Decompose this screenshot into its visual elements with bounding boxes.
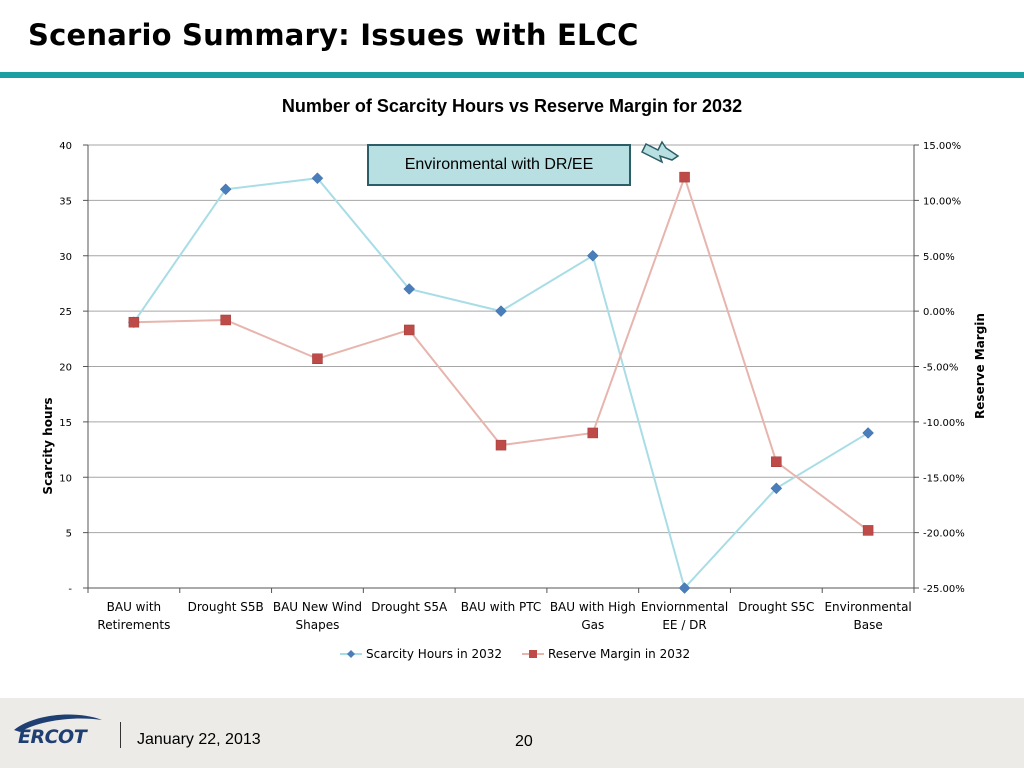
scarcity-point bbox=[586, 249, 599, 262]
reserve-margin-point bbox=[771, 456, 782, 467]
y-tick-label: 25 bbox=[59, 307, 72, 318]
category-label: BAU New Wind bbox=[273, 600, 362, 614]
category-label: Gas bbox=[581, 618, 604, 632]
y2-tick-label: 5.00% bbox=[923, 252, 955, 263]
y2-tick-label: 10.00% bbox=[923, 196, 961, 207]
chart-title: Number of Scarcity Hours vs Reserve Marg… bbox=[282, 96, 742, 116]
y2-tick-label: 0.00% bbox=[923, 307, 955, 318]
reserve-margin-point bbox=[312, 353, 323, 364]
category-label: Retirements bbox=[97, 618, 170, 632]
y2-tick-label: -20.00% bbox=[923, 529, 965, 540]
y2-tick-label: -10.00% bbox=[923, 418, 965, 429]
reserve-margin-point bbox=[679, 171, 690, 183]
callout-box: Environmental with DR/EE bbox=[367, 144, 631, 186]
scarcity-point bbox=[770, 482, 783, 495]
series-lines bbox=[133, 174, 869, 591]
left-axis-ticks: 40 35 30 25 20 15 10 5 - bbox=[59, 141, 72, 595]
y-tick-label: 35 bbox=[59, 196, 72, 207]
reserve-margin-point bbox=[403, 324, 415, 336]
footer bbox=[0, 698, 1024, 768]
title-rule bbox=[0, 72, 1024, 78]
y-tick-label: - bbox=[68, 584, 72, 595]
category-label: BAU with PTC bbox=[461, 600, 542, 614]
reserve-margin-point bbox=[220, 314, 231, 326]
category-labels: BAU with Retirements Drought S5B BAU New Wi… bbox=[97, 600, 911, 632]
y-tick-label: 15 bbox=[59, 418, 72, 429]
category-label: Drought S5A bbox=[371, 600, 448, 614]
category-label: Environmental bbox=[824, 600, 911, 614]
scarcity-point bbox=[219, 183, 232, 196]
callout-arrow-icon bbox=[640, 140, 680, 164]
y2-tick-label: -5.00% bbox=[923, 363, 958, 374]
category-label: Drought S5B bbox=[188, 600, 264, 614]
y-tick-label: 10 bbox=[59, 473, 72, 484]
category-label: Shapes bbox=[296, 618, 340, 632]
y-tick-label: 5 bbox=[66, 529, 72, 540]
legend-margin-marker bbox=[529, 650, 537, 658]
scarcity-point bbox=[862, 427, 874, 439]
y-tick-label: 20 bbox=[59, 363, 72, 374]
axes bbox=[83, 144, 919, 593]
reserve-margin-point bbox=[862, 525, 874, 536]
legend: Scarcity Hours in 2032 Reserve Margin in … bbox=[340, 647, 690, 661]
scarcity-point bbox=[495, 305, 507, 317]
slide-title: Scenario Summary: Issues with ELCC bbox=[28, 18, 639, 52]
gridlines bbox=[88, 144, 914, 534]
y2-tick-label: 15.00% bbox=[923, 141, 961, 152]
chart-svg: Number of Scarcity Hours vs Reserve Marg… bbox=[41, 96, 987, 661]
reserve-margin-point bbox=[128, 316, 140, 328]
scarcity-point bbox=[403, 283, 416, 295]
category-label: Enviornmental bbox=[641, 600, 728, 614]
y-axis-label: Scarcity hours bbox=[41, 397, 55, 494]
page-number: 20 bbox=[515, 733, 533, 750]
reserve-margin-point bbox=[587, 427, 599, 439]
footer-date: January 22, 2013 bbox=[137, 731, 261, 748]
y2-tick-label: -15.00% bbox=[923, 473, 965, 484]
category-label: BAU with bbox=[107, 600, 162, 614]
y2-axis-label: Reserve Margin bbox=[973, 313, 987, 419]
scarcity-hours-line bbox=[133, 177, 869, 591]
logo-text: ERCOT bbox=[18, 726, 87, 748]
scarcity-point bbox=[678, 582, 691, 594]
reserve-margin-point bbox=[495, 439, 507, 451]
chart-area: Number of Scarcity Hours vs Reserve Marg… bbox=[0, 80, 1024, 690]
category-label: Base bbox=[853, 618, 882, 632]
right-axis-ticks: 15.00% 10.00% 5.00% 0.00% -5.00% -10.00% -15.0… bbox=[923, 141, 965, 595]
category-label: BAU with High bbox=[550, 600, 636, 614]
series-markers bbox=[128, 171, 874, 594]
ercot-logo bbox=[14, 714, 102, 732]
legend-scarcity-marker bbox=[347, 650, 355, 658]
scarcity-point bbox=[311, 172, 324, 185]
category-label: Drought S5C bbox=[738, 600, 814, 614]
legend-scarcity-label: Scarcity Hours in 2032 bbox=[366, 647, 502, 661]
footer-divider bbox=[120, 722, 121, 748]
category-label: EE / DR bbox=[662, 618, 706, 632]
y2-tick-label: -25.00% bbox=[923, 584, 965, 595]
y-tick-label: 40 bbox=[59, 141, 72, 152]
legend-margin-label: Reserve Margin in 2032 bbox=[548, 647, 690, 661]
y-tick-label: 30 bbox=[59, 252, 72, 263]
